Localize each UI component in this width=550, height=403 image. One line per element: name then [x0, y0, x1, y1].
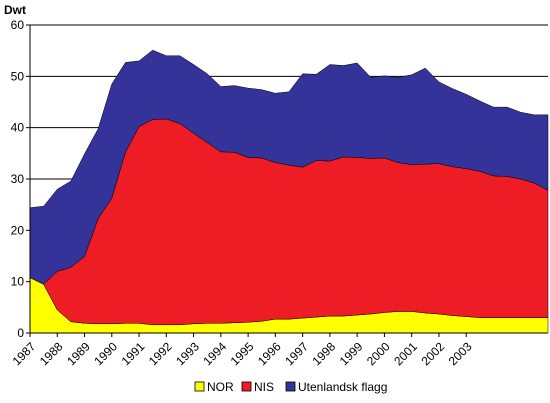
x-tick-label: 1991 [119, 339, 148, 368]
x-tick-label: 1993 [173, 339, 202, 368]
x-tick-label: 2002 [419, 339, 448, 368]
x-tick-label: 1990 [91, 339, 120, 368]
legend-swatch [194, 381, 205, 392]
x-tick-label: 1996 [255, 339, 284, 368]
y-tick-label: 0 [17, 326, 24, 340]
y-tick-labels: 0 10 20 30 40 50 60 [11, 18, 25, 340]
legend-swatch [285, 381, 296, 392]
area-utenlandsk-flagg [29, 49, 549, 285]
y-tick-label: 40 [11, 121, 25, 135]
y-axis-label: Dwt [4, 3, 26, 17]
x-tick-label: 1997 [282, 339, 311, 368]
y-tick-label: 30 [11, 172, 25, 186]
legend-swatch [241, 381, 252, 392]
y-tick-label: 10 [11, 275, 25, 289]
y-tick-label: 50 [11, 69, 25, 83]
legend: NOR NIS Utenlandsk flagg [194, 380, 387, 394]
x-tick-label: 1995 [228, 339, 257, 368]
x-tick-label: 1994 [200, 339, 229, 368]
x-tick-label: 1988 [37, 339, 66, 368]
x-tick-label: 2001 [391, 339, 420, 368]
x-tick-label: 1999 [337, 339, 366, 368]
legend-label: NOR [207, 380, 234, 394]
y-tick-label: 60 [11, 18, 25, 32]
area-series [29, 49, 549, 334]
legend-label: Utenlandsk flagg [298, 380, 387, 394]
x-tick-labels: 1987198819891990199119921993199419951996… [10, 339, 475, 368]
y-tick-label: 20 [11, 223, 25, 237]
x-tick-label: 1998 [309, 339, 338, 368]
x-tick-label: 1987 [10, 339, 39, 368]
x-tick-label: 2003 [446, 339, 475, 368]
x-tick-label: 1992 [146, 339, 175, 368]
axes [26, 24, 548, 337]
x-tick-label: 2000 [364, 339, 393, 368]
x-tick-label: 1989 [64, 339, 93, 368]
legend-label: NIS [254, 380, 274, 394]
